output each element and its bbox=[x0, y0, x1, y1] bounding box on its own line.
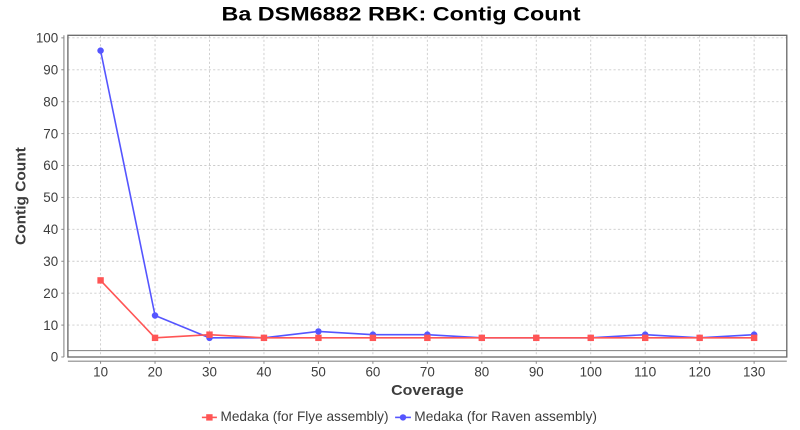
svg-text:130: 130 bbox=[743, 365, 765, 380]
svg-text:90: 90 bbox=[43, 62, 58, 77]
svg-text:70: 70 bbox=[420, 365, 435, 380]
svg-text:Coverage: Coverage bbox=[391, 382, 464, 399]
svg-text:50: 50 bbox=[311, 365, 326, 380]
svg-text:60: 60 bbox=[43, 158, 58, 173]
svg-text:100: 100 bbox=[580, 365, 602, 380]
svg-text:70: 70 bbox=[43, 126, 58, 141]
svg-text:110: 110 bbox=[634, 365, 656, 380]
svg-text:10: 10 bbox=[93, 365, 108, 380]
svg-text:40: 40 bbox=[257, 365, 272, 380]
svg-text:Medaka (for Raven assembly): Medaka (for Raven assembly) bbox=[414, 408, 597, 424]
svg-text:100: 100 bbox=[36, 31, 58, 46]
svg-text:80: 80 bbox=[43, 94, 58, 109]
svg-text:50: 50 bbox=[43, 190, 58, 205]
svg-text:Medaka (for Flye assembly): Medaka (for Flye assembly) bbox=[221, 408, 389, 424]
svg-text:120: 120 bbox=[688, 365, 710, 380]
svg-text:30: 30 bbox=[43, 254, 58, 269]
svg-text:30: 30 bbox=[202, 365, 217, 380]
svg-text:10: 10 bbox=[43, 318, 58, 333]
svg-text:90: 90 bbox=[529, 365, 544, 380]
svg-text:Contig Count: Contig Count bbox=[12, 147, 29, 245]
svg-text:20: 20 bbox=[43, 286, 58, 301]
svg-text:20: 20 bbox=[148, 365, 163, 380]
svg-text:40: 40 bbox=[43, 222, 58, 237]
svg-text:Ba DSM6882 RBK: Contig Count: Ba DSM6882 RBK: Contig Count bbox=[222, 4, 582, 25]
svg-text:60: 60 bbox=[365, 365, 380, 380]
svg-text:80: 80 bbox=[474, 365, 489, 380]
svg-text:0: 0 bbox=[51, 350, 58, 365]
